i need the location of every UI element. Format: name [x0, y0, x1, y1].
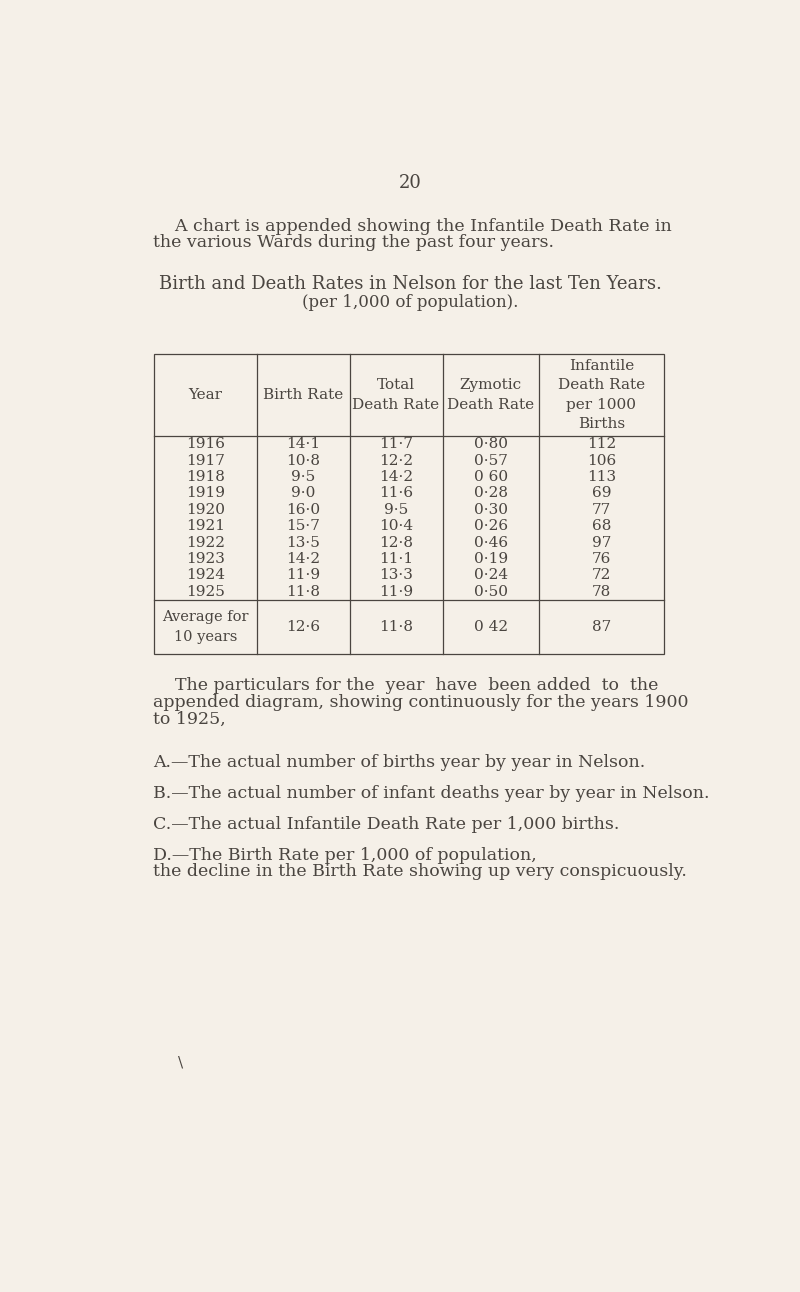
Text: 0·50: 0·50 [474, 585, 508, 599]
Text: 11·6: 11·6 [379, 487, 413, 500]
Text: D.—The Birth Rate per 1,000 of population,: D.—The Birth Rate per 1,000 of populatio… [153, 846, 537, 863]
Text: 78: 78 [592, 585, 611, 599]
Text: A.—The actual number of births year by year in Nelson.: A.—The actual number of births year by y… [153, 755, 645, 771]
Text: 10·8: 10·8 [286, 453, 320, 468]
Text: 1921: 1921 [186, 519, 225, 534]
Text: 20: 20 [398, 173, 422, 191]
Text: 0·24: 0·24 [474, 568, 508, 583]
Text: 1925: 1925 [186, 585, 225, 599]
Text: 14·2: 14·2 [286, 552, 320, 566]
Text: 1916: 1916 [186, 437, 225, 451]
Text: 0·80: 0·80 [474, 437, 508, 451]
Text: 1924: 1924 [186, 568, 225, 583]
Text: 0·57: 0·57 [474, 453, 507, 468]
Text: 1923: 1923 [186, 552, 225, 566]
Text: Total
Death Rate: Total Death Rate [353, 379, 440, 412]
Text: 97: 97 [592, 536, 611, 549]
Text: 11·8: 11·8 [286, 585, 320, 599]
Text: 0·46: 0·46 [474, 536, 508, 549]
Text: 112: 112 [586, 437, 616, 451]
Text: 13·3: 13·3 [379, 568, 413, 583]
Text: to 1925,: to 1925, [153, 711, 226, 727]
Text: Birth and Death Rates in Nelson for the last Ten Years.: Birth and Death Rates in Nelson for the … [158, 275, 662, 293]
Text: B.—The actual number of infant deaths year by year in Nelson.: B.—The actual number of infant deaths ye… [153, 786, 710, 802]
Text: 12·6: 12·6 [286, 620, 320, 634]
Text: 113: 113 [587, 470, 616, 484]
Text: the decline in the Birth Rate showing up very conspicuously.: the decline in the Birth Rate showing up… [153, 863, 686, 880]
Text: 69: 69 [592, 487, 611, 500]
Text: 1917: 1917 [186, 453, 225, 468]
Bar [154, 354, 664, 654]
Text: 76: 76 [592, 552, 611, 566]
Text: 14·1: 14·1 [286, 437, 320, 451]
Text: 1920: 1920 [186, 503, 225, 517]
Text: 68: 68 [592, 519, 611, 534]
Text: 0 42: 0 42 [474, 620, 508, 634]
Text: 9·0: 9·0 [291, 487, 315, 500]
Text: 0·30: 0·30 [474, 503, 508, 517]
Text: Infantile
Death Rate
per 1000
Births: Infantile Death Rate per 1000 Births [558, 359, 645, 432]
Text: 77: 77 [592, 503, 611, 517]
Text: Year: Year [189, 388, 222, 402]
Text: 13·5: 13·5 [286, 536, 320, 549]
Text: 12·2: 12·2 [379, 453, 413, 468]
Text: A chart is appended showing the Infantile Death Rate in: A chart is appended showing the Infantil… [153, 218, 671, 235]
Text: 9·5: 9·5 [384, 503, 408, 517]
Text: Birth Rate: Birth Rate [263, 388, 343, 402]
Text: C.—The actual Infantile Death Rate per 1,000 births.: C.—The actual Infantile Death Rate per 1… [153, 815, 619, 833]
Text: 11·9: 11·9 [286, 568, 320, 583]
Text: 15·7: 15·7 [286, 519, 320, 534]
Text: appended diagram, showing continuously for the years 1900: appended diagram, showing continuously f… [153, 694, 688, 711]
Text: 0·28: 0·28 [474, 487, 508, 500]
Text: \: \ [178, 1056, 182, 1070]
Text: 10·4: 10·4 [379, 519, 413, 534]
Text: 106: 106 [586, 453, 616, 468]
Text: Zymotic
Death Rate: Zymotic Death Rate [447, 379, 534, 412]
Text: 0·26: 0·26 [474, 519, 508, 534]
Text: The particulars for the  year  have  been added  to  the: The particulars for the year have been a… [153, 677, 658, 694]
Text: 14·2: 14·2 [379, 470, 413, 484]
Text: 11·8: 11·8 [379, 620, 413, 634]
Text: 0·19: 0·19 [474, 552, 508, 566]
Text: 0 60: 0 60 [474, 470, 508, 484]
Text: 11·9: 11·9 [379, 585, 413, 599]
Text: (per 1,000 of population).: (per 1,000 of population). [302, 295, 518, 311]
Text: 1919: 1919 [186, 487, 225, 500]
Text: 9·5: 9·5 [291, 470, 315, 484]
Text: 12·8: 12·8 [379, 536, 413, 549]
Text: 72: 72 [592, 568, 611, 583]
Text: 1922: 1922 [186, 536, 225, 549]
Text: 16·0: 16·0 [286, 503, 320, 517]
Text: 11·7: 11·7 [379, 437, 413, 451]
Text: the various Wards during the past four years.: the various Wards during the past four y… [153, 234, 554, 252]
Text: 11·1: 11·1 [379, 552, 413, 566]
Text: Average for
10 years: Average for 10 years [162, 610, 249, 643]
Text: 87: 87 [592, 620, 611, 634]
Text: 1918: 1918 [186, 470, 225, 484]
